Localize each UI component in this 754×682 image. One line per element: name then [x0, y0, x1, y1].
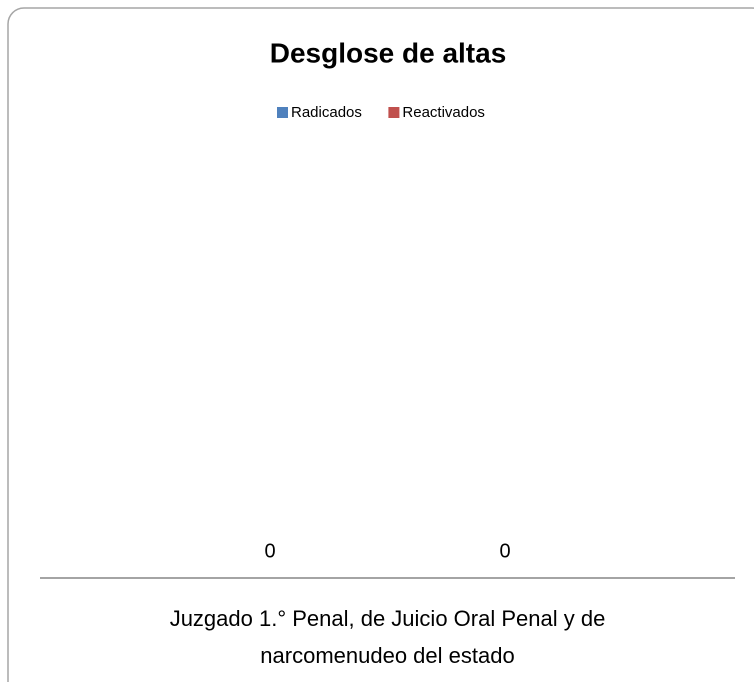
data-label: 0: [264, 540, 275, 562]
legend-swatch: [277, 107, 288, 118]
x-tick-label-box: Juzgado 1.° Penal, de Juicio Oral Penal …: [169, 606, 606, 668]
legend-label: Reactivados: [402, 104, 485, 121]
chart-frame: [7, 7, 754, 682]
legend: Radicados Reactivados: [277, 104, 485, 121]
x-tick-label: Juzgado 1.° Penal, de Juicio Oral Penal …: [169, 606, 606, 668]
legend-swatch: [388, 107, 400, 118]
data-label: 0: [499, 540, 510, 562]
legend-label: Radicados: [291, 104, 362, 121]
chart-title: Desglose de altas: [270, 37, 507, 68]
